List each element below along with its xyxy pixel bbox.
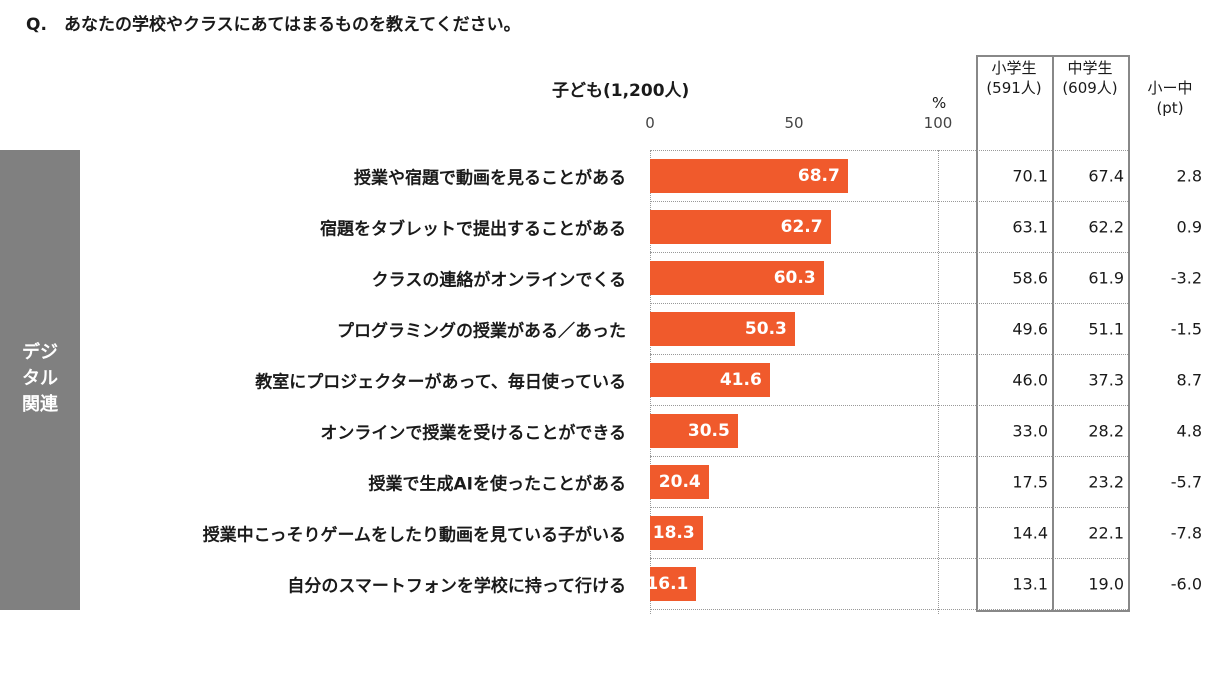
junior-high-value: 62.2 [1088, 217, 1124, 236]
bar-value-label: 20.4 [658, 471, 701, 492]
bar [650, 566, 697, 601]
elementary-value: 13.1 [1012, 574, 1048, 593]
junior-high-value: 23.2 [1088, 472, 1124, 491]
bar [650, 362, 770, 397]
chart-title: 子ども(1,200人) [552, 81, 690, 101]
elementary-value: 33.0 [1012, 421, 1048, 440]
table-border-bottom [976, 610, 1130, 612]
elementary-value: 14.4 [1012, 523, 1048, 542]
row-separator [650, 201, 1128, 202]
category-label: プログラミングの授業がある／あった [337, 321, 626, 341]
col-head-junior-high: 中学生 (609人) [1062, 59, 1118, 97]
table-border-top [976, 55, 1130, 57]
row-separator [650, 252, 1128, 253]
diff-value: 4.8 [1176, 421, 1202, 440]
junior-high-value: 51.1 [1088, 319, 1124, 338]
diff-value: 2.8 [1176, 166, 1202, 185]
question: Q. あなたの学校やクラスにあてはまるものを教えてください。 [26, 10, 521, 35]
row-separator [650, 150, 1128, 151]
table-border-left [976, 55, 978, 610]
row-separator [650, 507, 1128, 508]
row-separator [650, 558, 1128, 559]
group-label: デジ タル 関連 [22, 342, 58, 415]
bar-value-label: 16.1 [646, 573, 689, 594]
row-separator [650, 303, 1128, 304]
diff-value: 8.7 [1176, 370, 1202, 389]
x-tick-label: 0 [645, 114, 655, 132]
group-band [0, 150, 80, 610]
bar-value-label: 50.3 [744, 318, 787, 339]
diff-value: -7.8 [1170, 523, 1202, 542]
bar-value-label: 30.5 [687, 420, 730, 441]
question-prefix: Q. [26, 15, 47, 35]
elementary-value: 46.0 [1012, 370, 1048, 389]
bar-value-label: 41.6 [719, 369, 762, 390]
bar-value-label: 68.7 [797, 165, 840, 186]
diff-value: -3.2 [1170, 268, 1202, 287]
col-head-elementary: 小学生 (591人) [986, 59, 1042, 97]
category-label: 自分のスマートフォンを学校に持って行ける [287, 576, 626, 596]
table-border-mid [1052, 55, 1054, 610]
junior-high-value: 61.9 [1088, 268, 1124, 287]
row-separator [650, 609, 1128, 610]
bar [650, 158, 848, 193]
question-text: あなたの学校やクラスにあてはまるものを教えてください。 [64, 15, 521, 35]
diff-value: -5.7 [1170, 472, 1202, 491]
bar-value-label: 62.7 [780, 216, 823, 237]
diff-value: -6.0 [1170, 574, 1202, 593]
unit-label: % [932, 94, 947, 112]
category-label: 授業で生成AIを使ったことがある [368, 474, 626, 494]
junior-high-value: 28.2 [1088, 421, 1124, 440]
x-tick-label: 100 [923, 114, 953, 132]
elementary-value: 17.5 [1012, 472, 1048, 491]
junior-high-value: 67.4 [1088, 166, 1124, 185]
bar [650, 311, 795, 346]
axis-line-100 [938, 150, 939, 614]
junior-high-value: 37.3 [1088, 370, 1124, 389]
bar [650, 464, 709, 499]
x-tick-label: 50 [784, 114, 804, 132]
category-label: オンラインで授業を受けることができる [320, 423, 626, 443]
bar [650, 515, 703, 550]
category-label: クラスの連絡がオンラインでくる [371, 270, 626, 290]
junior-high-value: 19.0 [1088, 574, 1124, 593]
bar-value-label: 18.3 [652, 522, 695, 543]
category-label: 教室にプロジェクターがあって、毎日使っている [255, 372, 626, 392]
row-separator [650, 354, 1128, 355]
table-border-right [1128, 55, 1130, 610]
diff-value: -1.5 [1170, 319, 1202, 338]
elementary-value: 63.1 [1012, 217, 1048, 236]
bar [650, 413, 738, 448]
col-head-diff: 小ー中 (pt) [1147, 79, 1193, 117]
category-label: 授業や宿題で動画を見ることがある [354, 168, 626, 188]
row-separator [650, 456, 1128, 457]
category-label: 宿題をタブレットで提出することがある [320, 219, 626, 239]
elementary-value: 70.1 [1012, 166, 1048, 185]
bar [650, 260, 824, 295]
elementary-value: 49.6 [1012, 319, 1048, 338]
diff-value: 0.9 [1176, 217, 1202, 236]
bar-value-label: 60.3 [773, 267, 816, 288]
category-label: 授業中こっそりゲームをしたり動画を見ている子がいる [202, 525, 626, 545]
elementary-value: 58.6 [1012, 268, 1048, 287]
junior-high-value: 22.1 [1088, 523, 1124, 542]
row-separator [650, 405, 1128, 406]
bar [650, 209, 831, 244]
